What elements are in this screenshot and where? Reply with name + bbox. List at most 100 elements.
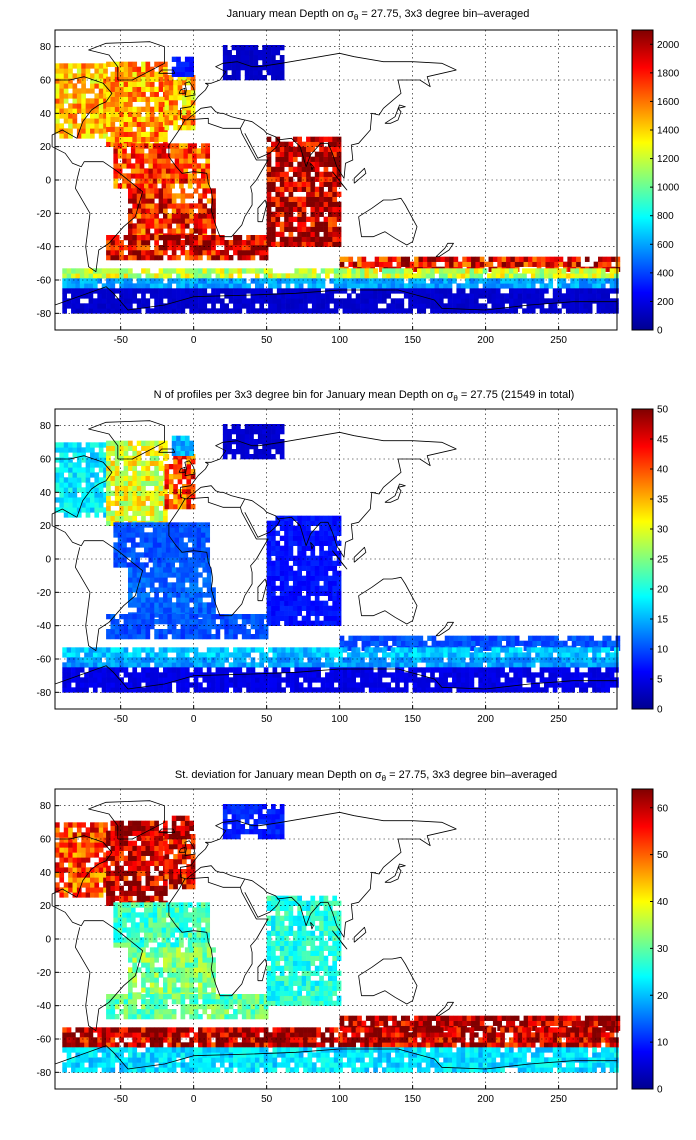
heatmap-cell [136,208,142,214]
heatmap-cell [179,153,184,159]
heatmap-cell [438,662,444,668]
heatmap-cell [165,532,171,538]
heatmap-cell [163,597,168,603]
heatmap-cell [392,256,397,262]
heatmap-cell [148,173,154,179]
heatmap-cell [119,500,124,506]
heatmap-cell [241,657,247,663]
heatmap-cell [158,76,164,82]
heatmap-cell [342,273,348,279]
heatmap-cell [84,672,89,678]
heatmap-cell [544,268,549,274]
heatmap-cell [323,156,329,162]
heatmap-cell [333,278,339,284]
heatmap-cell [177,459,183,465]
heatmap-cell [55,457,60,463]
heatmap-cell [176,614,181,620]
heatmap-cell [66,677,72,683]
heatmap-cell [434,647,440,653]
heatmap-cell [323,515,329,521]
heatmap-cell [574,303,580,309]
heatmap-cell [447,303,453,309]
heatmap-cell [193,607,199,613]
heatmap-cell [319,171,324,177]
heatmap-cell [249,55,254,61]
heatmap-cell [219,662,225,668]
heatmap-cell [149,500,155,506]
heatmap-cell [98,123,104,129]
heatmap-cell [224,652,230,658]
heatmap-cell [145,218,151,224]
heatmap-cell [171,672,177,678]
heatmap-cell [224,268,230,274]
heatmap-cell [333,273,339,279]
heatmap-cell [233,240,238,246]
heatmap-cell [513,308,519,314]
heatmap-cell [526,283,532,289]
heatmap-cell [307,278,313,284]
heatmap-cell [215,255,221,261]
heatmap-cell [123,273,129,279]
heatmap-cell [163,577,168,583]
heatmap-cell [158,647,164,653]
heatmap-cell [434,303,440,309]
heatmap-cell [165,178,171,184]
heatmap-cell [249,75,254,81]
heatmap-cell [268,303,273,309]
heatmap-cell [136,682,142,688]
heatmap-cell [383,635,389,641]
heatmap-cell [163,682,168,688]
heatmap-cell [571,256,577,262]
heatmap-cell [184,223,190,229]
heatmap-cell [167,203,173,209]
heatmap-cell [279,181,285,187]
heatmap-cell [517,283,523,289]
heatmap-cell [132,96,138,102]
heatmap-cell [310,141,316,147]
heatmap-cell [297,146,302,152]
heatmap-cell [495,662,501,668]
heatmap-cell [139,168,145,174]
heatmap-cell [176,662,181,668]
heatmap-cell [176,567,181,573]
heatmap-cell [119,116,124,122]
heatmap-cell [145,667,151,673]
heatmap-cell [145,572,151,578]
heatmap-cell [145,465,151,471]
heatmap-cell [522,652,527,658]
heatmap-cell [276,283,282,289]
heatmap-cell [179,557,184,563]
heatmap-cell [98,68,104,74]
heatmap-cell [329,652,335,658]
heatmap-cell [602,256,608,262]
heatmap-cell [158,629,164,635]
heatmap-cell [319,600,324,606]
heatmap-cell [101,647,107,653]
heatmap-cell [241,298,247,304]
heatmap-cell [233,634,238,640]
heatmap-cell [237,614,243,620]
heatmap-cell [275,65,281,71]
heatmap-cell [284,605,289,611]
heatmap-cell [440,256,446,262]
heatmap-cell [161,532,167,538]
heatmap-cell [92,303,98,309]
heatmap-cell [271,530,276,536]
heatmap-cell [182,95,187,101]
heatmap-cell [149,582,155,588]
heatmap-cell [491,303,497,309]
heatmap-cell [174,522,180,528]
heatmap-cell [386,278,392,284]
heatmap-cell [123,76,129,82]
heatmap-cell [127,223,133,229]
heatmap-cell [478,657,483,663]
heatmap-cell [484,635,489,641]
heatmap-cell [154,602,159,608]
heatmap-cell [192,163,197,169]
heatmap-cell [567,261,573,267]
heatmap-cell [348,261,354,267]
heatmap-cell [254,614,260,620]
heatmap-cell [154,440,159,446]
heatmap-cell [338,667,343,673]
heatmap-cell [110,308,116,314]
